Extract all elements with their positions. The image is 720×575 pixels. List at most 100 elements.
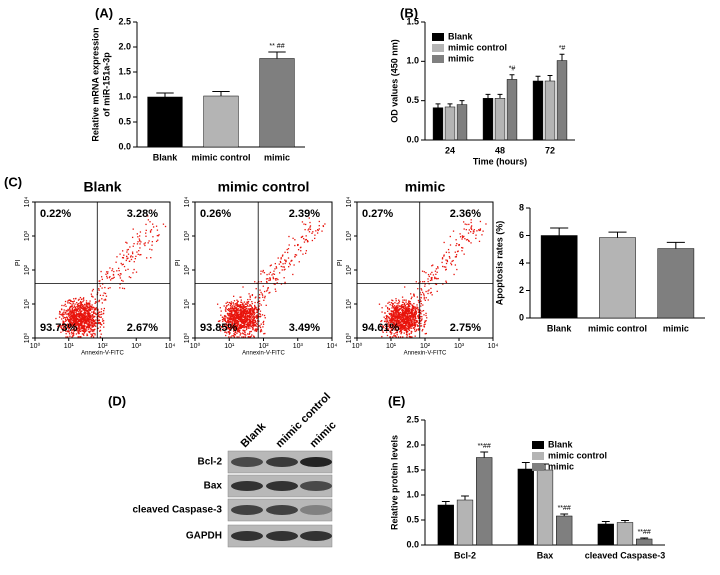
event-dot: [89, 318, 92, 321]
event-dot: [222, 316, 224, 319]
event-dot: [253, 323, 255, 325]
event-dot: [428, 289, 430, 291]
event-dot: [414, 315, 416, 317]
event-dot: [473, 229, 475, 231]
event-dot: [233, 303, 235, 305]
event-dot: [92, 288, 94, 291]
event-dot: [75, 321, 77, 324]
event-dot: [91, 322, 93, 324]
event-dot: [403, 322, 406, 324]
event-dot: [420, 305, 422, 307]
event-dot: [83, 326, 85, 328]
event-dot: [70, 331, 73, 333]
event-dot: [424, 285, 426, 287]
event-dot: [240, 333, 242, 335]
event-dot: [246, 312, 249, 314]
event-dot: [406, 303, 408, 305]
event-dot: [119, 283, 121, 285]
event-dot: [227, 304, 230, 306]
event-dot: [80, 301, 83, 304]
event-dot: [79, 307, 81, 309]
row-label: Bax: [204, 481, 223, 492]
legend-swatch: [532, 452, 544, 460]
event-dot: [226, 328, 228, 330]
event-dot: [437, 267, 439, 269]
event-dot: [237, 315, 240, 317]
event-dot: [81, 326, 84, 328]
event-dot: [424, 321, 426, 324]
event-dot: [80, 317, 82, 319]
event-dot: [244, 303, 246, 305]
event-dot: [314, 237, 316, 240]
event-dot: [317, 229, 319, 232]
event-dot: [139, 231, 142, 233]
event-dot: [72, 314, 75, 316]
event-dot: [240, 314, 242, 316]
event-dot: [239, 318, 241, 321]
event-dot: [88, 317, 90, 319]
event-dot: [261, 293, 263, 295]
event-dot: [408, 307, 411, 310]
event-dot: [252, 312, 254, 315]
event-dot: [239, 308, 242, 310]
event-dot: [253, 309, 255, 311]
event-dot: [67, 319, 70, 321]
event-dot: [256, 315, 259, 318]
event-dot: [448, 251, 450, 254]
event-dot: [237, 328, 239, 330]
event-dot: [420, 315, 422, 318]
event-dot: [239, 319, 241, 322]
event-dot: [401, 326, 403, 328]
event-dot: [73, 298, 75, 300]
event-dot: [155, 240, 158, 243]
event-dot: [421, 289, 423, 291]
event-dot: [225, 331, 227, 333]
event-dot: [414, 308, 416, 310]
event-dot: [436, 290, 438, 292]
event-dot: [452, 259, 454, 262]
event-dot: [74, 321, 77, 323]
x-tick-label: 10²: [420, 343, 431, 350]
event-dot: [415, 313, 417, 316]
event-dot: [64, 303, 66, 306]
event-dot: [95, 313, 97, 315]
event-dot: [396, 319, 398, 321]
event-dot: [397, 309, 399, 312]
event-dot: [409, 314, 412, 317]
event-dot: [117, 267, 120, 270]
event-dot: [228, 308, 230, 310]
event-dot: [80, 322, 82, 325]
event-dot: [241, 307, 243, 309]
event-dot: [258, 315, 260, 318]
event-dot: [61, 325, 63, 327]
event-dot: [69, 322, 71, 325]
event-dot: [83, 299, 85, 301]
event-dot: [99, 326, 102, 328]
event-dot: [410, 320, 412, 322]
event-dot: [236, 322, 239, 324]
event-dot: [236, 303, 238, 306]
event-dot: [62, 323, 64, 326]
event-dot: [88, 331, 91, 334]
event-dot: [244, 312, 246, 314]
event-dot: [72, 332, 75, 334]
event-dot: [427, 280, 429, 283]
event-dot: [288, 262, 291, 264]
error-bar: [601, 521, 610, 524]
event-dot: [147, 215, 149, 217]
event-dot: [462, 221, 465, 223]
event-dot: [241, 304, 244, 306]
error-bar: [156, 92, 174, 97]
event-dot: [253, 336, 255, 338]
event-dot: [243, 305, 245, 307]
event-dot: [231, 321, 233, 323]
event-dot: [232, 315, 234, 317]
event-dot: [102, 283, 104, 285]
event-dot: [411, 296, 413, 298]
event-dot: [396, 320, 398, 323]
event-dot: [408, 305, 410, 307]
event-dot: [227, 321, 229, 323]
event-dot: [395, 309, 398, 311]
event-dot: [64, 317, 67, 319]
event-dot: [249, 295, 251, 297]
